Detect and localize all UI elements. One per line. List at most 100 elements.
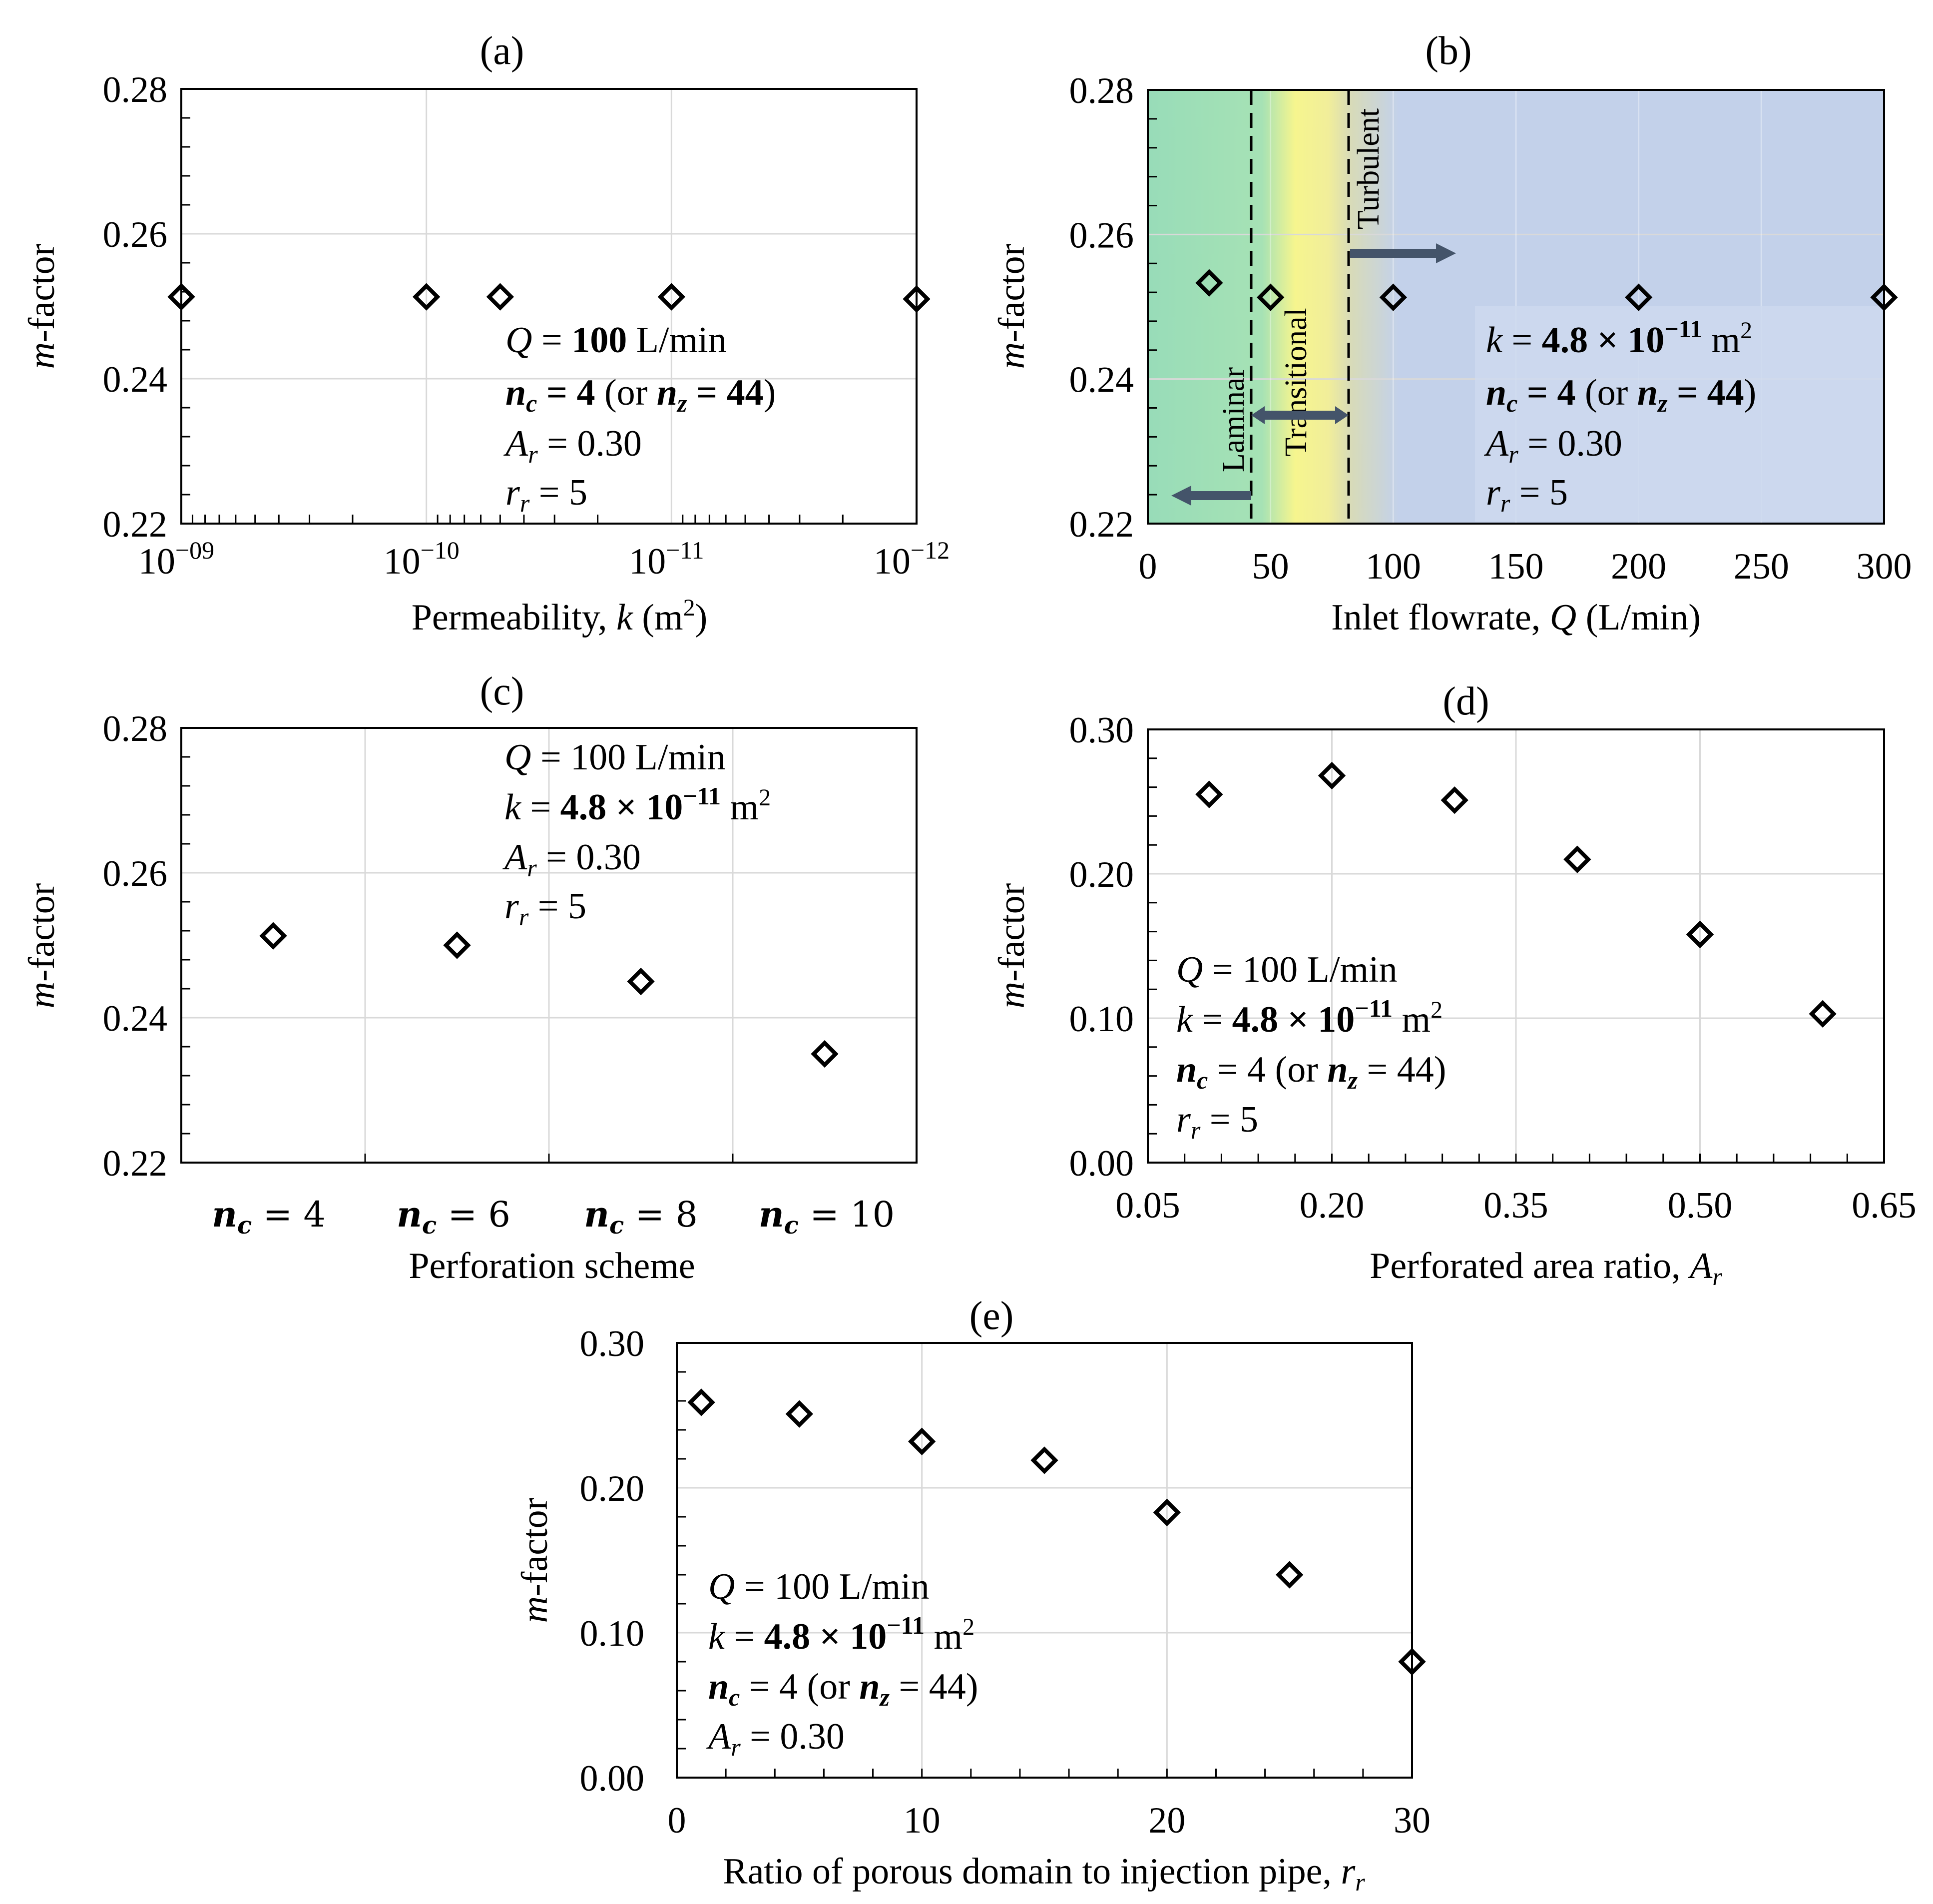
data-point <box>1563 845 1591 873</box>
y-tick-label: 0.28 <box>103 708 168 749</box>
data-point <box>1625 283 1653 311</box>
x-tick-label: 100 <box>1366 546 1421 587</box>
x-tick-label: 10−11 <box>629 536 704 582</box>
panel-e-x-axis-title: Ratio of porous domain to injection pipe… <box>723 1851 1365 1896</box>
annotation-line: rr = 5 <box>1486 472 1568 517</box>
panel-b-x-axis-title: Inlet flowrate, Q (L/min) <box>1331 597 1701 638</box>
turbulent-arrow <box>1350 243 1456 263</box>
y-tick-label: 0.24 <box>103 998 168 1039</box>
data-point <box>811 1040 839 1068</box>
panel-a-title: (a) <box>480 29 524 73</box>
x-tick-label: 10−09 <box>138 536 214 582</box>
y-tick-label: 0.30 <box>580 1323 645 1364</box>
x-tick-label: 10 <box>904 1800 941 1841</box>
x-tick-label: 0.50 <box>1668 1185 1733 1226</box>
data-point <box>486 283 514 311</box>
data-point <box>785 1400 813 1428</box>
y-tick-label: 0.22 <box>1069 504 1134 545</box>
data-point <box>1686 920 1714 949</box>
data-point <box>413 283 441 311</box>
annotation-line: nc = 4 (or nz = 44) <box>505 372 776 417</box>
annotation-line: rr = 5 <box>504 886 586 931</box>
panel-e: (e) 0.00 0.10 0.20 0.30 0 10 20 30 m-factor Ra… <box>514 1294 1431 1896</box>
panel-d-y-axis-title: m-factor <box>991 883 1032 1009</box>
x-tick-label: 50 <box>1252 546 1289 587</box>
panel-e-y-axis-title: m-factor <box>514 1498 555 1623</box>
data-point <box>1441 786 1468 814</box>
panel-e-title: (e) <box>969 1294 1014 1338</box>
panel-e-plot-frame <box>676 1342 1413 1779</box>
panel-c: (c) 0.22 0.24 0.26 0.28 nc = 4 nc = 6 nc = … <box>21 669 918 1286</box>
data-point <box>443 931 471 959</box>
data-point <box>1276 1561 1304 1589</box>
data-point <box>1809 1000 1837 1028</box>
category-label: nc = 6 <box>397 1194 510 1240</box>
panel-d-x-axis-title: Perforated area ratio, Ar <box>1370 1246 1722 1290</box>
data-point <box>657 283 685 311</box>
data-point <box>1257 283 1285 311</box>
data-point <box>1318 761 1346 790</box>
panel-d-annotation: Q = 100 L/min k = 4.8 × 10−11 m2 nc = 4 … <box>1176 949 1446 1144</box>
data-point <box>1195 780 1223 808</box>
y-tick-label: 0.26 <box>1069 215 1134 256</box>
annotation-line: Q = 100 L/min <box>708 1566 930 1607</box>
data-point <box>1195 269 1223 297</box>
panel-d: (d) 0.00 0.10 0.20 0.30 0.05 0.20 0.35 0.50 0.6… <box>991 679 1917 1290</box>
y-tick-label: 0.00 <box>580 1758 645 1799</box>
y-tick-label: 0.10 <box>1069 999 1134 1040</box>
x-tick-label: 0.20 <box>1300 1185 1365 1226</box>
annotation-box <box>1475 306 1883 522</box>
annotation-line: Q = 100 L/min <box>505 320 727 361</box>
panel-b-title: (b) <box>1425 29 1471 73</box>
y-tick-label: 0.10 <box>580 1613 645 1654</box>
category-label: nc = 4 <box>212 1194 326 1240</box>
panel-b-y-axis-title: m-factor <box>991 244 1032 369</box>
data-point <box>903 285 931 313</box>
data-point <box>1398 1648 1426 1676</box>
x-tick-label: 0 <box>1139 546 1157 587</box>
y-tick-label: 0.00 <box>1069 1143 1134 1184</box>
x-tick-label: 150 <box>1488 546 1544 587</box>
annotation-line: rr = 5 <box>505 472 587 517</box>
data-point <box>687 1388 715 1416</box>
annotation-line: Q = 100 L/min <box>504 737 726 778</box>
y-tick-label: 0.24 <box>103 359 168 400</box>
data-point <box>1153 1498 1181 1526</box>
panel-d-title: (d) <box>1443 679 1489 723</box>
data-point <box>908 1427 936 1455</box>
data-point <box>1030 1446 1058 1474</box>
y-tick-label: 0.26 <box>103 853 168 894</box>
data-point <box>1870 283 1898 311</box>
data-point <box>259 922 287 950</box>
annotation-line: k = 4.8 × 10−11 m2 <box>1176 994 1443 1040</box>
x-tick-label: 10−12 <box>874 536 950 582</box>
panel-c-title: (c) <box>480 669 524 713</box>
panel-b: (b) 0.220.240.260.28 0 50 100 150 200 250 300 … <box>991 29 1912 638</box>
annotation-line: Q = 100 L/min <box>1176 949 1398 990</box>
category-label: nc = 10 <box>759 1194 895 1240</box>
data-point <box>627 967 655 996</box>
panel-e-annotation: Q = 100 L/min k = 4.8 × 10−11 m2 nc = 4 … <box>706 1566 978 1761</box>
annotation-line: Ar = 0.30 <box>503 423 642 468</box>
y-tick-label: 0.22 <box>103 504 168 545</box>
data-point <box>167 283 195 311</box>
x-tick-label: 200 <box>1611 546 1666 587</box>
panel-c-category-labels: nc = 4 nc = 6 nc = 8 nc = 10 <box>212 1194 895 1240</box>
x-tick-label: 0.05 <box>1115 1185 1180 1226</box>
annotation-line: nc = 4 (or nz = 44) <box>1486 372 1756 417</box>
panel-c-annotation: Q = 100 L/min k = 4.8 × 10−11 m2 Ar = 0.… <box>502 737 771 931</box>
region-label-transitional: Transitional <box>1279 308 1313 456</box>
annotation-line: k = 4.8 × 10−11 m2 <box>504 782 771 828</box>
x-tick-label: 250 <box>1734 546 1789 587</box>
x-tick-label: 0.65 <box>1852 1185 1917 1226</box>
panel-a-y-axis-title: m-factor <box>21 244 62 369</box>
y-tick-label: 0.30 <box>1069 710 1134 751</box>
y-tick-label: 0.20 <box>1069 854 1134 895</box>
panel-a: (a) 0.22 0.24 0.26 0.28 10−09 10−10 10−11 10−1… <box>21 29 950 638</box>
panel-a-x-axis-title: Permeability, k (m2) <box>412 595 708 638</box>
y-tick-label: 0.28 <box>103 69 168 110</box>
category-label: nc = 8 <box>584 1194 698 1240</box>
x-tick-label: 0.35 <box>1483 1185 1548 1226</box>
transitional-arrow <box>1251 406 1349 424</box>
panel-b-annotation: k = 4.8 × 10−11 m2 nc = 4 (or nz = 44) A… <box>1483 315 1756 517</box>
